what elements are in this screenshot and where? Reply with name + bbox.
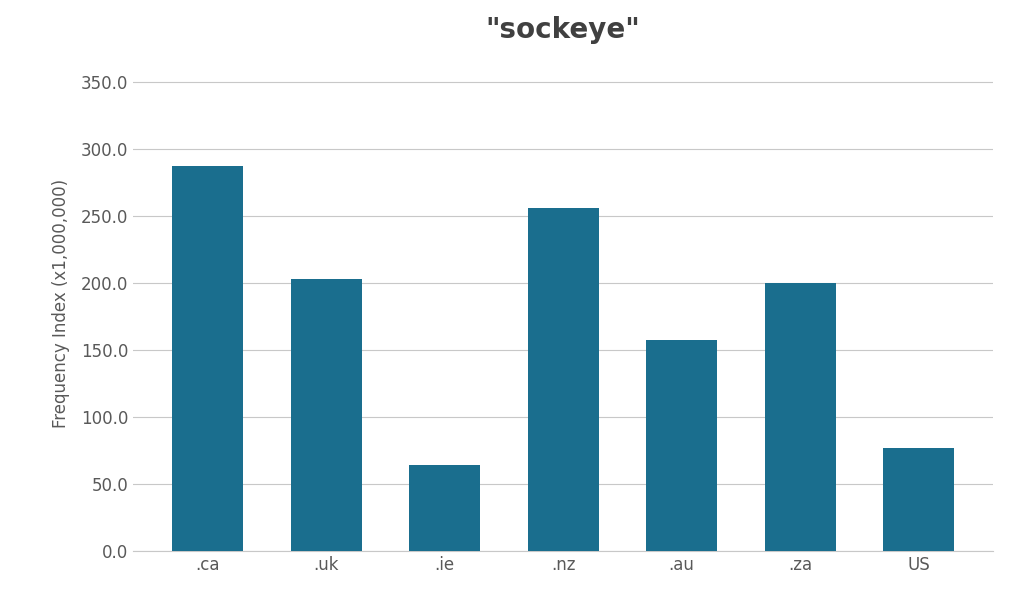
Bar — [883, 447, 954, 551]
Bar — [527, 208, 599, 551]
Y-axis label: Frequency Index (x1,000,000): Frequency Index (x1,000,000) — [52, 178, 70, 428]
Bar — [765, 283, 836, 551]
Bar — [291, 279, 361, 551]
Bar — [172, 166, 244, 551]
Bar — [410, 465, 480, 551]
Title: "sockeye": "sockeye" — [485, 17, 641, 45]
Bar — [646, 340, 717, 551]
